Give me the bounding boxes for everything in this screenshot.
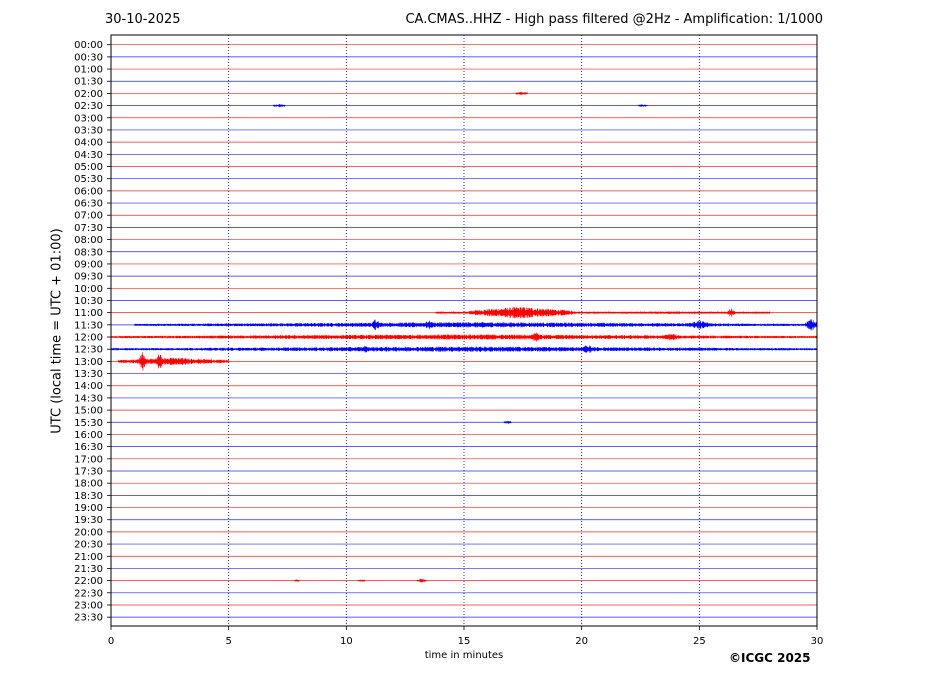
- seismic-event-trace: [468, 306, 573, 319]
- y-tick-label: 10:30: [74, 296, 103, 307]
- seismic-event-trace: [357, 579, 366, 583]
- y-tick-label: 01:00: [74, 65, 103, 76]
- seismic-event-trace: [362, 345, 368, 353]
- y-tick-label: 03:00: [74, 113, 103, 124]
- y-tick-label: 17:30: [74, 467, 103, 478]
- seismic-event-trace: [117, 357, 230, 366]
- seismic-event-trace: [134, 322, 818, 328]
- x-tick-label: 15: [458, 636, 471, 647]
- y-tick-label: 19:30: [74, 515, 103, 526]
- seismic-event-trace: [294, 579, 300, 583]
- y-tick-label: 18:00: [74, 479, 103, 490]
- y-tick-label: 03:30: [74, 125, 103, 136]
- seismic-event-trace: [138, 352, 147, 371]
- y-tick-label: 21:00: [74, 552, 103, 563]
- y-tick-label: 20:00: [74, 527, 103, 538]
- y-tick-label: 08:30: [74, 247, 103, 258]
- y-tick-label: 11:30: [74, 320, 103, 331]
- y-tick-label: 05:00: [74, 162, 103, 173]
- y-tick-label: 21:30: [74, 564, 103, 575]
- seismic-event-trace: [371, 319, 380, 331]
- seismic-event-trace: [110, 346, 818, 352]
- y-tick-label: 00:00: [74, 40, 103, 51]
- x-tick-label: 5: [225, 636, 231, 647]
- y-tick-label: 14:00: [74, 381, 103, 392]
- seismic-event-trace: [110, 334, 818, 340]
- y-tick-label: 07:30: [74, 223, 103, 234]
- seismic-event-trace: [804, 319, 818, 331]
- y-tick-label: 18:30: [74, 491, 103, 502]
- y-tick-label: 15:00: [74, 406, 103, 417]
- seismic-event-trace: [572, 310, 771, 315]
- seismic-event-trace: [515, 91, 528, 95]
- x-tick-label: 0: [108, 636, 114, 647]
- y-tick-label: 12:30: [74, 345, 103, 356]
- y-tick-label: 15:30: [74, 418, 103, 429]
- y-tick-label: 01:30: [74, 77, 103, 88]
- seismic-event-trace: [637, 103, 648, 108]
- y-tick-label: 04:30: [74, 150, 103, 161]
- seismic-event-trace: [155, 354, 164, 369]
- y-tick-label: 10:00: [74, 284, 103, 295]
- seismic-event-trace: [727, 308, 736, 317]
- x-tick-label: 10: [340, 636, 353, 647]
- y-tick-label: 14:30: [74, 393, 103, 404]
- x-axis-ticks: 0 5 10 15 20 25 30: [108, 626, 824, 647]
- y-tick-label: 13:00: [74, 357, 103, 368]
- y-tick-label: 02:00: [74, 89, 103, 100]
- chart-title: CA.CMAS..HHZ - High pass filtered @2Hz -…: [405, 12, 823, 27]
- seismic-event-trace: [435, 311, 469, 315]
- y-tick-label: 16:00: [74, 430, 103, 441]
- y-tick-label: 00:30: [74, 52, 103, 63]
- y-tick-label: 05:30: [74, 174, 103, 185]
- y-tick-label: 17:00: [74, 454, 103, 465]
- y-tick-label: 20:30: [74, 540, 103, 551]
- y-tick-label: 16:30: [74, 442, 103, 453]
- y-tick-label: 04:00: [74, 138, 103, 149]
- date-label: 30-10-2025: [105, 12, 181, 27]
- seismic-event-trace: [529, 332, 542, 342]
- y-tick-label: 23:00: [74, 600, 103, 611]
- copyright-notice: ©ICGC 2025: [729, 651, 811, 665]
- x-tick-label: 25: [693, 636, 706, 647]
- seismic-event-trace: [416, 578, 427, 583]
- x-tick-label: 20: [575, 636, 588, 647]
- y-tick-label: 22:00: [74, 576, 103, 587]
- y-tick-label: 11:00: [74, 308, 103, 319]
- seismic-event-trace: [423, 320, 434, 330]
- seismic-event-trace: [661, 333, 681, 341]
- x-axis-label: time in minutes: [424, 650, 504, 661]
- y-tick-label: 06:00: [74, 186, 103, 197]
- gridlines: [228, 35, 700, 626]
- y-tick-label: 06:30: [74, 199, 103, 210]
- plot-frame: [110, 34, 818, 627]
- seismic-event-trace: [273, 103, 286, 108]
- seismic-events: [110, 91, 818, 583]
- y-tick-label: 07:00: [74, 211, 103, 222]
- y-tick-label: 02:30: [74, 101, 103, 112]
- seismic-event-trace: [503, 420, 512, 424]
- seismic-event-trace: [581, 345, 594, 353]
- y-tick-label: 08:00: [74, 235, 103, 246]
- y-tick-label: 22:30: [74, 588, 103, 599]
- y-tick-label: 13:30: [74, 369, 103, 380]
- y-tick-label: 09:30: [74, 272, 103, 283]
- x-tick-label: 30: [811, 636, 824, 647]
- seismic-event-trace: [687, 320, 712, 329]
- y-tick-label: 19:00: [74, 503, 103, 514]
- y-tick-label: 23:30: [74, 613, 103, 624]
- y-tick-label: 09:00: [74, 259, 103, 270]
- y-tick-label: 12:00: [74, 333, 103, 344]
- trace-rows: [111, 44, 817, 618]
